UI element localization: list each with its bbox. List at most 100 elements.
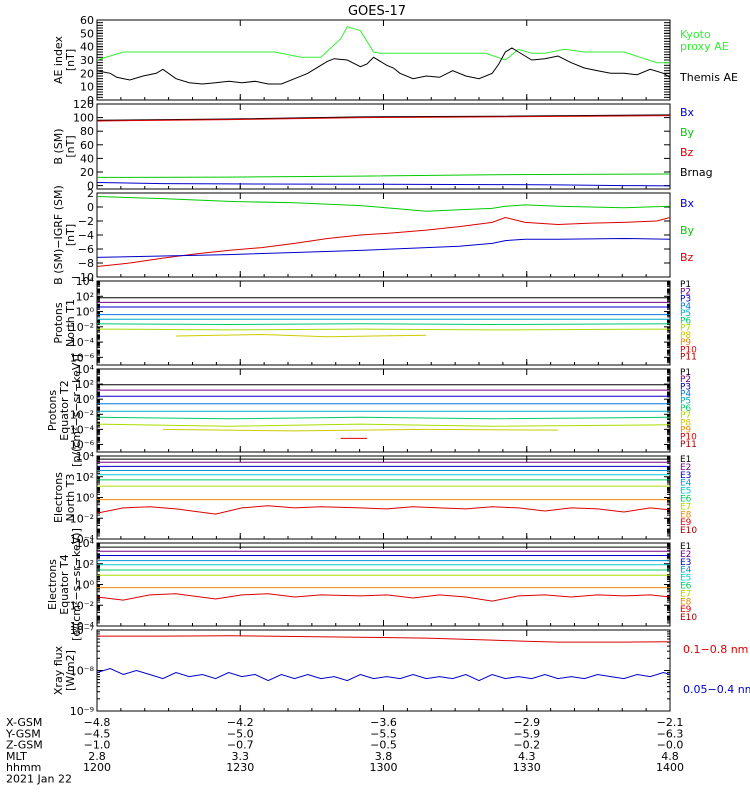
y-axis-label: [nT] [64, 224, 77, 246]
legend-entry: E8 [680, 597, 692, 607]
y-tick-label: 10⁻⁷ [70, 624, 94, 637]
panel-frame [96, 192, 671, 278]
legend-entry: E10 [680, 526, 697, 536]
legend-entry: P2 [680, 287, 691, 297]
x-tick-value: −3.6 [370, 716, 397, 729]
panel-3: −10−8−6−4−202 B (SM)−IGRF (SM) [nT] Bx By Bz [52, 185, 695, 285]
y-tick-label: 10⁴ [76, 363, 95, 376]
x-row-label: Y-GSM [5, 727, 41, 740]
y-tick-label: −2 [78, 215, 94, 228]
chart-title: GOES-17 [348, 4, 406, 19]
series-e9 [97, 593, 670, 602]
x-tick-value: −5.5 [370, 727, 397, 740]
y-tick-label: 10 [80, 81, 94, 94]
legend-entry: Bx [680, 106, 695, 119]
x-tick-value: 1400 [656, 761, 684, 774]
x-tick-value: −1.0 [84, 739, 111, 752]
y-tick-label: 10² [76, 378, 94, 391]
x-tick-value: 1200 [83, 761, 111, 774]
series-p8 [162, 428, 559, 432]
panel-6: 10⁴ 10² 10⁰ 10⁻² 10⁻⁴ Electrons North T3 E1E2E3… [52, 450, 697, 546]
y-tick-label: −10 [71, 271, 94, 284]
series-by [97, 173, 670, 178]
legend-entry: E1 [680, 455, 691, 465]
x-row-label: Z-GSM [6, 739, 43, 752]
x-tick-value: 4.8 [661, 750, 679, 763]
x-tick-value: −0.5 [370, 739, 397, 752]
legend-entry: Brnag [680, 166, 713, 179]
legend-entry: 0.05−0.4 nm [683, 683, 750, 696]
y-axis-label: AE index [52, 35, 65, 84]
y-tick-label: 60 [80, 139, 94, 152]
series-p8 [175, 333, 427, 338]
series-bx [97, 237, 670, 258]
legend-entry: P9 [680, 425, 691, 435]
y-tick-label: 10⁰ [76, 492, 95, 505]
y-tick-label: 10⁴ [76, 537, 95, 550]
legend-entry: By [680, 126, 695, 139]
series-by [97, 196, 670, 212]
x-tick-value: −4.2 [227, 716, 254, 729]
y-tick-label: 10⁰ [76, 579, 95, 592]
series-themis-ae [97, 47, 670, 85]
y-tick-label: 10² [76, 471, 94, 484]
y-axis-label: Equator T4 [58, 554, 71, 614]
legend-entry: Kyoto [680, 28, 711, 41]
legend-entry: Bz [680, 146, 694, 159]
legend-entry: P4 [680, 302, 691, 312]
legend-entry: proxy AE [680, 40, 729, 53]
legend-entry: E9 [680, 605, 692, 615]
y-axis-label: B (SM)−IGRF (SM) [52, 185, 65, 285]
y-tick-label: 40 [80, 152, 94, 165]
legend-entry: E6 [680, 495, 692, 505]
legend-entry: E2 [680, 463, 691, 473]
legend-entry: P1 [680, 280, 691, 290]
x-tick-value: −4.5 [84, 727, 111, 740]
legend-entry: E3 [680, 471, 691, 481]
y-tick-label: 10⁴ [76, 450, 95, 463]
y-axis-label: Protons [52, 302, 65, 343]
legend-entry: E6 [680, 582, 692, 592]
legend-entry: P11 [680, 440, 697, 450]
y-tick-label: 10⁻⁶ [70, 351, 95, 364]
legend-entry: P10 [680, 433, 697, 443]
legend-entry: P5 [680, 309, 691, 319]
series-bx [97, 182, 670, 187]
legend-entry: Themis AE [679, 71, 738, 84]
series-p7 [97, 423, 670, 427]
y-axis-label: Protons [46, 390, 59, 431]
y-tick-label: 10⁴ [76, 275, 95, 288]
x-tick-value: 3.3 [232, 750, 250, 763]
legend-entry: P9 [680, 338, 691, 348]
x-tick-value: −0.7 [227, 739, 254, 752]
y-tick-label: 0 [87, 201, 94, 214]
x-tick-value: −5.0 [227, 727, 254, 740]
panel-7: 10⁴ 10² 10⁰ 10⁻² 10⁻⁴ Electrons Equator T4 [e/(… [46, 528, 697, 641]
y-axis-label: Electrons [52, 472, 65, 523]
legend-entry: By [680, 224, 695, 237]
y-tick-label: −8 [78, 257, 94, 270]
y-tick-label: 10⁻⁸ [70, 665, 95, 678]
x-tick-value: −0.0 [657, 739, 684, 752]
series-p7 [97, 328, 670, 331]
legend-entry: E4 [680, 566, 692, 576]
legend-entry: E3 [680, 558, 691, 568]
panel-5: 10⁴ 10² 10⁰ 10⁻² 10⁻⁴ 10⁻⁶ Protons Equator T2 [p… [46, 354, 697, 467]
series-e9 [97, 505, 670, 515]
y-tick-label: 50 [80, 27, 94, 40]
y-tick-label: 10⁻⁹ [70, 705, 94, 718]
y-axis-label: Electrons [46, 559, 59, 610]
x-tick-value: 3.8 [375, 750, 393, 763]
legend-entry: E5 [680, 487, 691, 497]
y-tick-label: 10⁻² [70, 321, 94, 334]
legend-entry: E2 [680, 550, 691, 560]
legend-entry: E1 [680, 542, 691, 552]
legend-entry: P1 [680, 368, 691, 378]
series-p6 [97, 416, 670, 420]
legend-entry: Bz [680, 251, 694, 264]
x-tick-value: −2.9 [513, 716, 540, 729]
y-tick-label: 2 [87, 187, 94, 200]
panel-frame [96, 280, 671, 366]
